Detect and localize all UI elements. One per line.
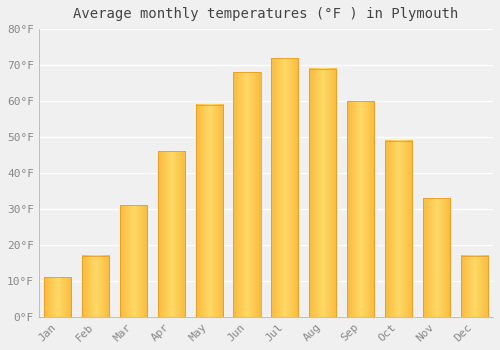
Bar — [271, 58, 298, 317]
Bar — [234, 72, 260, 317]
Bar — [158, 151, 185, 317]
Bar — [196, 105, 223, 317]
Bar — [460, 256, 488, 317]
Bar — [385, 141, 412, 317]
Bar — [422, 198, 450, 317]
Bar — [82, 256, 109, 317]
Bar — [347, 101, 374, 317]
Title: Average monthly temperatures (°F ) in Plymouth: Average monthly temperatures (°F ) in Pl… — [74, 7, 458, 21]
Bar — [120, 205, 147, 317]
Bar — [44, 277, 72, 317]
Bar — [309, 69, 336, 317]
